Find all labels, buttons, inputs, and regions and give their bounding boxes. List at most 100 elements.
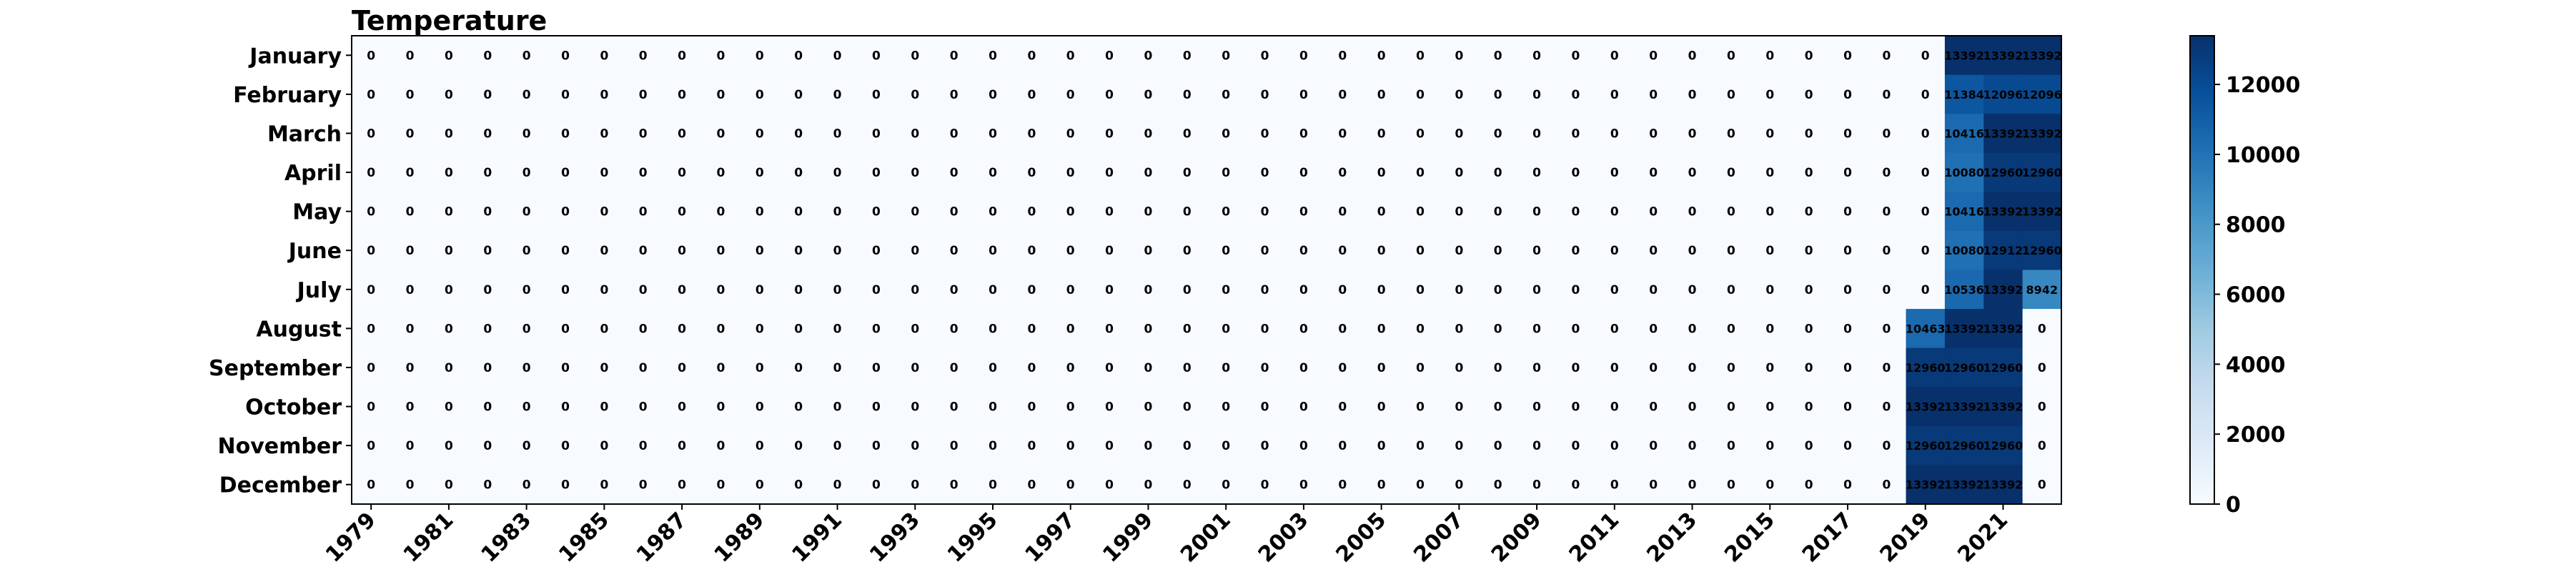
heatmap-cell [1478,152,1518,192]
heatmap-cell [1673,270,1713,310]
heatmap-cell [585,152,625,192]
cell-value-label: 0 [1027,88,1036,102]
heatmap-cell [1556,270,1596,310]
cell-value-label: 0 [717,244,725,258]
heatmap-cell [1440,387,1480,427]
heatmap-cell [1284,347,1324,388]
cell-value-label: 0 [1649,244,1658,258]
heatmap-cell [2022,465,2062,505]
cell-value-label: 0 [872,205,881,220]
heatmap-cell [623,36,663,76]
cell-value-label: 0 [639,49,648,63]
cell-value-label: 0 [911,361,919,375]
heatmap-cell [973,309,1013,349]
heatmap-cell [1517,425,1557,466]
heatmap-cell [896,347,936,388]
cell-value-label: 13392 [1983,478,2023,492]
cell-value-label: 13392 [1944,49,1984,62]
cell-value-label: 0 [1921,127,1930,141]
heatmap-cell [1906,309,1946,349]
heatmap-cell [1440,114,1480,154]
heatmap-cell [507,36,547,76]
heatmap-cell [1051,36,1091,76]
heatmap-cell [1207,114,1246,154]
heatmap-cell [1012,347,1052,388]
heatmap-cell [779,74,818,114]
cell-value-label: 0 [678,244,686,258]
heatmap-cell [468,387,508,427]
heatmap-cell [662,425,702,466]
cell-value-label: 0 [1066,166,1075,180]
cell-value-label: 0 [1144,127,1153,141]
heatmap-cell [1906,152,1946,192]
cell-value-label: 0 [794,205,803,220]
heatmap-cell [429,270,469,310]
cell-value-label: 0 [406,322,415,336]
cell-value-label: 0 [1843,49,1852,63]
heatmap-cell [818,114,858,154]
cell-value-label: 0 [794,88,803,102]
cell-value-label: 0 [2038,439,2046,453]
heatmap-cell [623,270,663,310]
heatmap-cell [1944,347,1984,388]
heatmap-cell [1167,347,1207,388]
heatmap-cell [1711,114,1751,154]
heatmap-cell [1789,230,1829,271]
cell-value-label: 0 [1882,439,1891,453]
heatmap-cell [585,425,625,466]
heatmap-cell [1167,192,1207,232]
heatmap-cell [1828,347,1868,388]
cell-value-label: 0 [1843,478,1852,493]
heatmap-cell [507,152,547,192]
cell-value-label: 0 [1921,244,1930,258]
heatmap-cell [352,347,391,388]
cell-value-label: 0 [1066,244,1075,258]
heatmap-cell [1012,425,1052,466]
heatmap-cell [1012,465,1052,505]
cell-value-label: 0 [406,439,415,453]
cell-value-label: 0 [1066,127,1075,141]
cell-value-label: 0 [1805,49,1813,63]
cell-value-label: 0 [756,478,764,493]
cell-value-label: 0 [1183,283,1192,297]
heatmap-cell [1906,270,1946,310]
cell-value-label: 0 [756,322,764,336]
heatmap-cell [1517,152,1557,192]
heatmap-cell [1051,192,1091,232]
colorbar-gradient [2190,36,2214,504]
heatmap-cell [856,74,896,114]
cell-value-label: 0 [1027,127,1036,141]
cell-value-label: 0 [639,478,648,493]
cell-value-label: 0 [1843,361,1852,375]
colorbar-tick-label: 4000 [2226,352,2286,378]
x-tick-label: 1989 [710,508,770,568]
cell-value-label: 0 [911,205,919,220]
heatmap-cell [1556,347,1596,388]
cell-value-label: 0 [522,205,531,220]
heatmap-cell [1323,192,1363,232]
cell-value-label: 0 [1377,127,1386,141]
cell-value-label: 0 [1882,205,1891,220]
cell-value-label: 0 [717,127,725,141]
cell-value-label: 0 [1805,361,1813,375]
cell-value-label: 0 [1610,283,1619,297]
heatmap-cell [1207,152,1246,192]
heatmap-cell [896,387,936,427]
cell-value-label: 0 [1416,322,1425,336]
cell-value-label: 0 [1261,166,1269,180]
heatmap-cell [740,425,780,466]
heatmap-cell [545,36,585,76]
cell-value-label: 0 [561,361,570,375]
heatmap-cell [1789,387,1829,427]
heatmap-cell [545,309,585,349]
heatmap-cell [1167,465,1207,505]
cell-value-label: 0 [756,127,764,141]
cell-value-label: 0 [756,400,764,415]
cell-value-label: 0 [1532,88,1541,102]
cell-value-label: 0 [367,322,375,336]
cell-value-label: 0 [1727,283,1735,297]
heatmap-cell [818,230,858,271]
heatmap-cell [818,425,858,466]
cell-value-label: 0 [989,478,997,493]
cell-value-label: 0 [1882,166,1891,180]
